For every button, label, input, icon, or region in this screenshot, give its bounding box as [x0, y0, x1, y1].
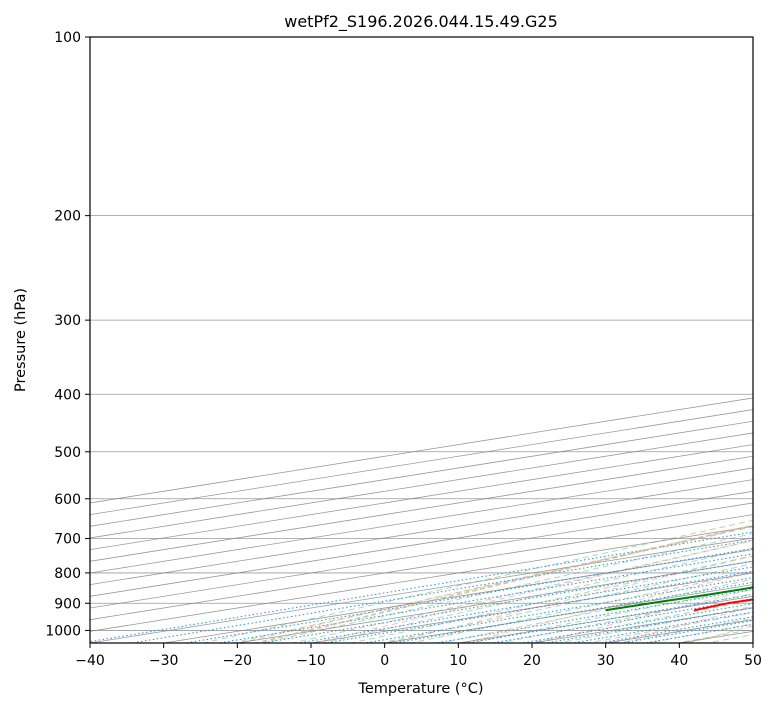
mixing-ratio-line: [543, 607, 753, 643]
isotherm-line: [605, 619, 753, 643]
isotherm-line: [90, 467, 753, 574]
mixing-ratio-line: [128, 539, 753, 643]
isotherm-line: [90, 397, 753, 504]
isotherm-line: [90, 525, 753, 632]
isotherm-line: [90, 502, 753, 609]
isotherm-line: [90, 514, 753, 621]
dry-adiabat-line: [536, 588, 753, 643]
isotherm-line: [90, 409, 753, 516]
mixing-ratio-line: [596, 616, 753, 643]
moist-adiabat-line: [378, 563, 753, 643]
mixing-ratio-line: [323, 570, 753, 643]
isotherm-line: [310, 572, 753, 643]
x-tick-label: 40: [670, 653, 688, 669]
dry-adiabat-line: [312, 540, 753, 643]
y-tick-label: 900: [54, 596, 81, 612]
moist-adiabat-line: [467, 586, 753, 643]
moist-adiabat-line: [348, 555, 753, 643]
moist-adiabat-line: [526, 599, 753, 643]
moist-adiabat-line: [674, 628, 753, 643]
isotherm-line: [90, 490, 753, 597]
moist-adiabat-line: [704, 634, 753, 643]
isotherm-line: [458, 595, 753, 643]
isotherm-line: [679, 630, 753, 643]
plot-frame: [89, 36, 754, 644]
x-tick-label: −40: [75, 653, 105, 669]
y-tick-label: 600: [54, 492, 81, 508]
moist-adiabat-line: [497, 593, 753, 643]
moist-adiabat-line: [585, 611, 753, 643]
isotherm-line: [752, 642, 753, 643]
dewpoint-profile: [605, 586, 753, 612]
y-tick-label: 200: [54, 209, 81, 225]
y-tick-label: 400: [54, 387, 81, 403]
y-tick-label: 300: [54, 313, 81, 329]
x-tick-label: −20: [223, 653, 253, 669]
dry-adiabat-line: [461, 571, 753, 643]
data-layer: [605, 586, 753, 612]
isotherm-line: [90, 537, 753, 643]
x-axis-label: Temperature (°C): [357, 681, 483, 697]
moist-adiabat-line: [437, 578, 753, 643]
mixing-ratio-line: [296, 566, 753, 643]
y-tick-label: 700: [54, 532, 81, 548]
mixing-ratio-line: [489, 598, 753, 643]
mixing-ratio-line: [215, 553, 753, 643]
moist-adiabat-line: [289, 540, 753, 643]
moist-adiabat-line: [260, 532, 753, 643]
dry-adiabat-line: [237, 525, 753, 643]
isotherm-line: [237, 560, 753, 643]
moist-adiabat-line: [556, 605, 753, 643]
y-tick-label: 500: [54, 445, 81, 461]
moist-adiabat-line: [615, 617, 753, 643]
dry-adiabat-line: [686, 625, 753, 643]
mixing-ratio-line: [519, 603, 753, 643]
temperature-profile: [693, 598, 753, 612]
mixing-ratio-line: [182, 548, 753, 643]
mixing-ratio-line: [569, 611, 753, 643]
dry-adiabat-line: [611, 606, 753, 643]
dry-adiabat-line: [754, 26, 775, 645]
axis-layer: −40 −30 −20 −10 0 10 20 30 40 50 100 200 300 400 500 60…: [45, 30, 762, 669]
x-tick-label: 0: [380, 653, 389, 669]
moist-adiabat-line: [200, 519, 753, 643]
x-tick-label: 50: [744, 653, 762, 669]
x-tick-label: −30: [149, 653, 179, 669]
moist-adiabat-line: [319, 547, 753, 643]
y-tick-label: 800: [54, 566, 81, 582]
chart-title: wetPf2_S196.2026.044.15.49.G25: [284, 12, 558, 32]
isotherm-line: [90, 455, 753, 562]
y-axis-label: Pressure (hPa): [13, 288, 29, 392]
grid-layer: [90, 26, 775, 645]
x-tick-label: −10: [296, 653, 326, 669]
x-tick-label: 30: [597, 653, 615, 669]
isotherm-line: [163, 549, 753, 643]
x-tick-label: 20: [523, 653, 541, 669]
isotherm-line: [90, 420, 753, 527]
isotherm-line: [90, 479, 753, 586]
isotherm-line: [90, 432, 753, 539]
x-tick-label: 10: [449, 653, 467, 669]
mixing-ratio-line: [259, 560, 753, 643]
y-tick-label: 1000: [45, 623, 81, 639]
reference-curve: [252, 524, 753, 643]
isotherm-line: [90, 444, 753, 551]
moist-adiabat-line: [408, 571, 753, 643]
mixing-ratio-line: [362, 577, 753, 643]
y-tick-label: 100: [54, 30, 81, 46]
